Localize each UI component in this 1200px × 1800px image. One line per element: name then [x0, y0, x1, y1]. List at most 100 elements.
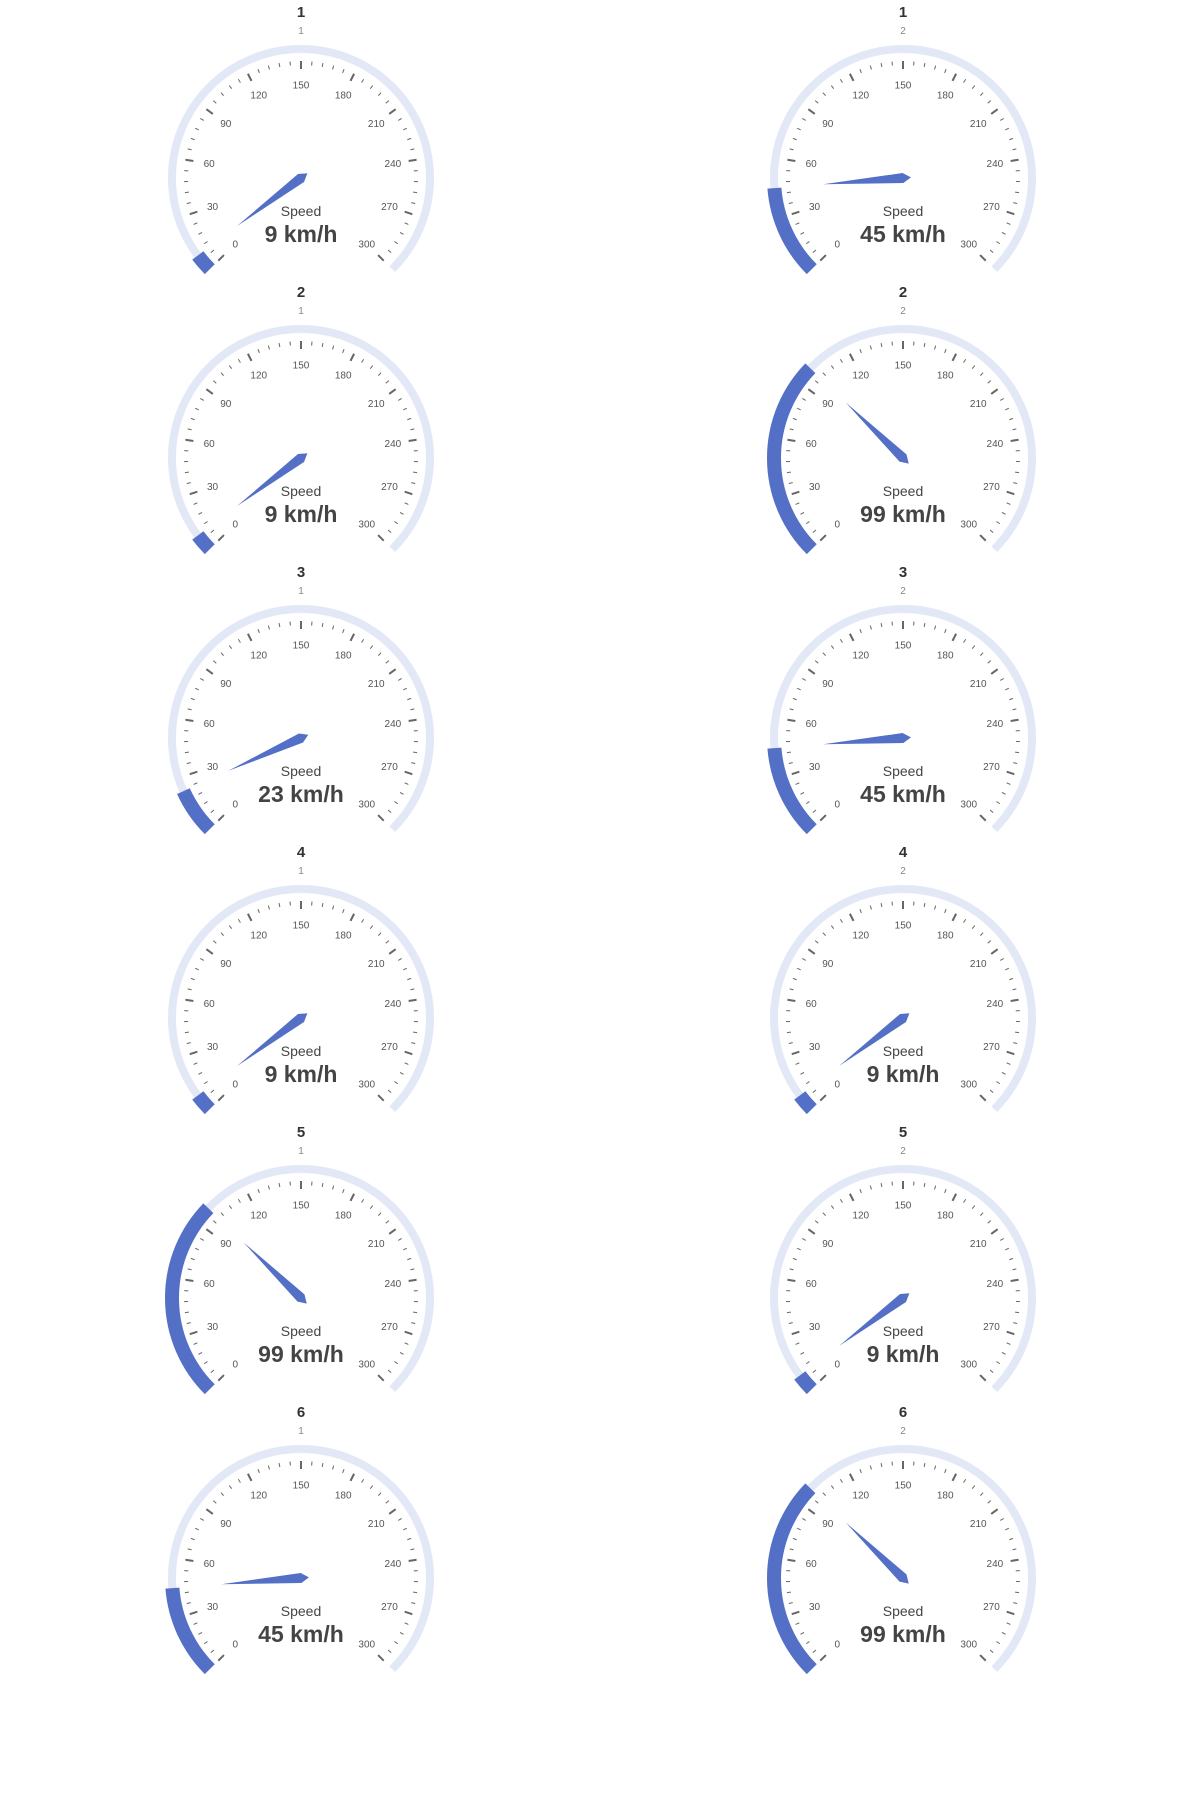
gauge-minor-tick — [237, 1198, 241, 1203]
gauge-label: Speed — [280, 203, 322, 219]
gauge-minor-tick — [802, 1518, 806, 1521]
gauge-major-tick — [189, 770, 198, 776]
gauge-minor-tick — [796, 967, 801, 971]
gauge-minor-tick — [996, 1081, 1001, 1085]
gauge-tick-label: 120 — [250, 931, 267, 942]
gauge-minor-tick — [814, 1500, 819, 1504]
gauge-minor-tick — [228, 925, 233, 930]
gauge-major-tick — [388, 1228, 397, 1235]
gauge-minor-tick — [342, 349, 345, 354]
gauge-minor-tick — [805, 801, 810, 805]
gauge-minor-tick — [1000, 118, 1004, 121]
gauge-minor-tick — [387, 529, 392, 533]
gauge-minor-tick — [237, 358, 241, 363]
gauge-minor-tick — [923, 1182, 926, 1188]
gauge-svg: 0 30 60 90 120 150 180 210 240 270 300 — [165, 1165, 434, 1395]
gauge-minor-tick — [869, 345, 872, 350]
gauge-minor-tick — [869, 65, 872, 70]
gauge-minor-tick — [237, 638, 241, 643]
gauge-subtitle: 1 — [298, 1146, 304, 1157]
gauge-minor-tick — [934, 1465, 937, 1470]
gauge-major-tick — [185, 998, 194, 1002]
gauge-major-tick — [990, 1228, 999, 1235]
gauge-tick-label: 60 — [204, 1559, 216, 1570]
gauge-minor-tick — [257, 909, 260, 914]
gauge-major-tick — [979, 1374, 987, 1382]
gauge-minor-tick — [1015, 1311, 1020, 1314]
gauge-title: 3 — [296, 564, 306, 581]
gauge-tick-label: 300 — [358, 519, 375, 530]
gauge-minor-tick — [198, 1352, 203, 1355]
gauge-minor-tick — [198, 1632, 203, 1635]
gauge-tick-label: 60 — [806, 1559, 818, 1570]
gauge-minor-tick — [880, 902, 883, 908]
gauge-minor-tick — [822, 652, 827, 656]
gauge-minor-tick — [399, 512, 404, 515]
gauge-tick-label: 30 — [207, 762, 219, 773]
speed-gauge: 0 30 60 90 120 150 180 210 240 270 300 2 1 Speed 9 km/… — [151, 284, 451, 570]
gauge-minor-tick — [257, 1189, 260, 1194]
gauge-tick-label: 90 — [220, 1519, 232, 1530]
gauge-minor-tick — [210, 249, 215, 253]
gauge-minor-tick — [203, 241, 208, 245]
gauge-progress-arc — [767, 1483, 817, 1675]
gauge-major-tick — [1010, 1278, 1019, 1282]
gauge-minor-tick — [1000, 398, 1004, 401]
gauge-tick-label: 240 — [987, 159, 1004, 170]
gauge-minor-tick — [812, 1649, 817, 1653]
gauge-major-tick — [979, 1094, 987, 1102]
gauge-major-tick — [951, 1193, 958, 1202]
gauge-major-tick — [1010, 718, 1019, 722]
gauge-svg: 0 30 60 90 120 150 180 210 240 270 300 — [168, 885, 434, 1115]
gauge-minor-tick — [1013, 482, 1018, 485]
gauge-minor-tick — [404, 782, 409, 785]
gauge-minor-tick — [413, 191, 418, 194]
gauge-minor-tick — [220, 1212, 225, 1216]
gauge-major-tick — [787, 718, 796, 722]
gauge-minor-tick — [377, 92, 382, 96]
gauge-tick-label: 240 — [385, 159, 402, 170]
gauge-major-tick — [246, 353, 253, 362]
gauge-minor-tick — [1013, 1322, 1018, 1325]
gauge-major-tick — [990, 1508, 999, 1515]
gauge-svg: 0 30 60 90 120 150 180 210 240 270 300 — [770, 1165, 1036, 1395]
gauge-minor-tick — [880, 342, 883, 348]
gauge-title: 5 — [296, 1124, 306, 1141]
gauge-major-tick — [807, 948, 816, 955]
gauge-minor-tick — [1006, 1622, 1011, 1625]
gauge-minor-tick — [361, 1478, 365, 1483]
gauge-major-tick — [189, 210, 198, 216]
gauge-major-tick — [404, 770, 413, 776]
gauge-value: 45 km/h — [258, 1621, 344, 1647]
gauge-minor-tick — [212, 100, 217, 104]
gauge-minor-tick — [186, 1322, 191, 1325]
gauge-track — [168, 325, 434, 553]
gauge-major-tick — [185, 718, 194, 722]
gauge-minor-tick — [407, 1537, 412, 1541]
gauge-minor-tick — [410, 708, 415, 711]
gauge-major-tick — [189, 490, 198, 496]
gauge-minor-tick — [184, 1031, 189, 1034]
gauge-minor-tick — [267, 625, 270, 630]
gauge-minor-tick — [399, 1632, 404, 1635]
gauge-minor-tick — [1005, 687, 1010, 691]
gauge-subtitle: 1 — [298, 26, 304, 37]
gauge-value: 9 km/h — [264, 501, 338, 527]
gauge-major-tick — [185, 438, 194, 442]
gauge-pointer — [845, 1522, 909, 1584]
gauge-minor-tick — [184, 1311, 189, 1314]
gauge-minor-tick — [220, 92, 225, 96]
gauge-tick-label: 150 — [895, 921, 912, 932]
gauge-minor-tick — [822, 372, 827, 376]
gauge-major-tick — [377, 1654, 385, 1662]
gauge-minor-tick — [1009, 697, 1014, 701]
gauge-minor-tick — [839, 78, 843, 83]
gauge-minor-tick — [398, 958, 402, 961]
gauge-minor-tick — [404, 1622, 409, 1625]
gauge-pointer — [823, 173, 911, 185]
gauge-minor-tick — [220, 1492, 225, 1496]
speed-gauge: 0 30 60 90 120 150 180 210 240 270 300 1 2 Speed 45 km… — [753, 4, 1053, 290]
gauge-major-tick — [217, 534, 225, 542]
gauge-major-tick — [404, 1330, 413, 1336]
gauge-title: 1 — [898, 4, 908, 21]
